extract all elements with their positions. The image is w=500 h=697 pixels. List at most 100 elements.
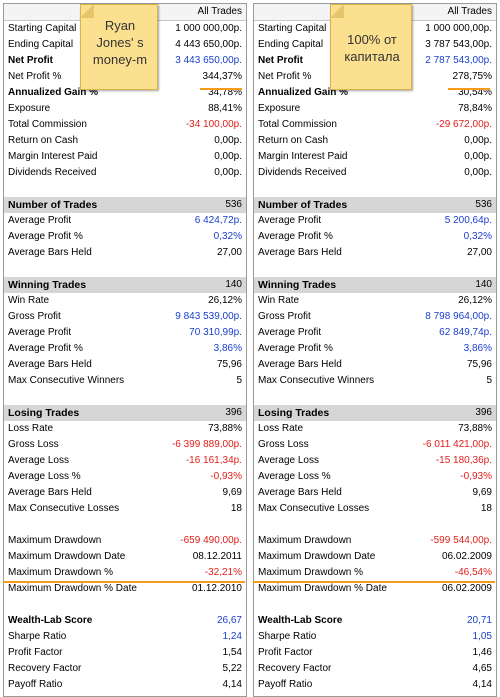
stat-value: 5,22 xyxy=(222,663,242,674)
stat-label: Average Profit xyxy=(258,215,322,226)
stat-label: Losing Trades xyxy=(258,407,330,419)
stat-label: Payoff Ratio xyxy=(258,679,313,690)
stat-label: Maximum Drawdown % xyxy=(8,567,114,578)
stat-label: Starting Capital xyxy=(8,23,77,34)
stat-row: Average Loss % -0,93% xyxy=(254,469,496,485)
stat-row: Loss Rate 73,88% xyxy=(4,421,246,437)
stat-row: Profit Factor 1,46 xyxy=(254,645,496,661)
stat-value: 0,00р. xyxy=(214,167,242,178)
stat-value: 140 xyxy=(475,279,492,290)
row-spacer xyxy=(4,389,246,405)
stat-label: Net Profit xyxy=(258,55,303,66)
stat-label: Return on Cash xyxy=(8,135,79,146)
stat-value: 3 443 650,00р. xyxy=(175,55,242,66)
stat-row: Return on Cash 0,00р. xyxy=(254,133,496,149)
stat-label: Total Commission xyxy=(258,119,337,130)
stat-row: Return on Cash 0,00р. xyxy=(4,133,246,149)
stat-label: Wealth-Lab Score xyxy=(8,615,93,626)
section-header-row: Losing Trades 396 xyxy=(4,405,246,421)
stat-value: 9,69 xyxy=(472,487,492,498)
stat-row: Wealth-Lab Score 20,71 xyxy=(254,613,496,629)
stat-label: Win Rate xyxy=(8,295,50,306)
stat-label: Average Bars Held xyxy=(258,487,342,498)
stat-value: 536 xyxy=(475,199,492,210)
stat-label: Number of Trades xyxy=(258,199,348,211)
stat-label: Average Profit % xyxy=(258,231,333,242)
stat-row: Exposure 78,84% xyxy=(254,101,496,117)
stat-value: 0,00р. xyxy=(464,167,492,178)
stat-row: Average Profit % 0,32% xyxy=(254,229,496,245)
stat-value: -659 490,00р. xyxy=(180,535,242,546)
stat-row: Maximum Drawdown % Date 06.02.2009 xyxy=(254,581,496,597)
stat-row: Profit Factor 1,54 xyxy=(4,645,246,661)
stat-value: 5 200,64р. xyxy=(444,215,492,226)
stat-label: Average Loss % xyxy=(258,471,331,482)
stat-row: Loss Rate 73,88% xyxy=(254,421,496,437)
stat-label: Max Consecutive Losses xyxy=(258,503,370,514)
left-performance-panel: All Trades Starting Capital 1 000 000,00р… xyxy=(3,3,247,697)
stat-value: 8 798 964,00р. xyxy=(425,311,492,322)
stat-row: Average Loss -15 180,36р. xyxy=(254,453,496,469)
stat-value: 34,78% xyxy=(208,87,242,98)
stat-row: Payoff Ratio 4,14 xyxy=(254,677,496,693)
stat-label: Maximum Drawdown Date xyxy=(258,551,376,562)
stat-value: 0,00р. xyxy=(214,151,242,162)
section-header-row: Winning Trades 140 xyxy=(254,277,496,293)
stat-row: Average Profit 62 849,74р. xyxy=(254,325,496,341)
stat-row: Average Profit 70 310,99р. xyxy=(4,325,246,341)
stat-value: 30,54% xyxy=(458,87,492,98)
stat-label: Losing Trades xyxy=(8,407,80,419)
stat-row: Max Consecutive Losses 18 xyxy=(254,501,496,517)
stat-label: Payoff Ratio xyxy=(8,679,63,690)
stat-row: Maximum Drawdown % -46,54% xyxy=(254,565,496,581)
stat-value: 18 xyxy=(230,503,242,514)
stat-label: Average Profit % xyxy=(8,343,83,354)
stat-value: 88,41% xyxy=(208,103,242,114)
stat-value: -29 672,00р. xyxy=(435,119,492,130)
stat-label: Sharpe Ratio xyxy=(8,631,67,642)
stat-value: 4,65 xyxy=(472,663,492,674)
stat-label: Maximum Drawdown xyxy=(258,535,352,546)
stat-label: Average Bars Held xyxy=(8,487,92,498)
stat-label: Sharpe Ratio xyxy=(258,631,317,642)
stat-value: 396 xyxy=(225,407,242,418)
stat-label: Exposure xyxy=(8,103,51,114)
max-drawdown-underline-left xyxy=(3,581,245,583)
stat-label: Gross Loss xyxy=(258,439,309,450)
stat-value: 75,96 xyxy=(216,359,242,370)
stat-value: 06.02.2009 xyxy=(441,583,492,594)
stat-label: Max Consecutive Winners xyxy=(258,375,375,386)
stat-label: Maximum Drawdown Date xyxy=(8,551,126,562)
stat-value: -0,93% xyxy=(460,471,492,482)
section-header-row: Losing Trades 396 xyxy=(254,405,496,421)
stat-value: 06.02.2009 xyxy=(441,551,492,562)
stat-label: Margin Interest Paid xyxy=(258,151,348,162)
stat-value: 01.12.2010 xyxy=(191,583,242,594)
stat-row: Gross Profit 8 798 964,00р. xyxy=(254,309,496,325)
stat-label: Starting Capital xyxy=(258,23,327,34)
stat-value: 27,00 xyxy=(466,247,492,258)
stat-row: Net Profit % 278,75% xyxy=(254,69,496,85)
stat-row: Maximum Drawdown -599 544,00р. xyxy=(254,533,496,549)
stat-label: Winning Trades xyxy=(8,279,87,291)
stat-row: Net Profit % 344,37% xyxy=(4,69,246,85)
stat-row: Maximum Drawdown % Date 01.12.2010 xyxy=(4,581,246,597)
stat-row: Average Profit % 3,86% xyxy=(4,341,246,357)
stat-label: Profit Factor xyxy=(8,647,63,658)
stat-label: Dividends Received xyxy=(258,167,347,178)
stat-row: Margin Interest Paid 0,00р. xyxy=(254,149,496,165)
sticky-note-text: Ryan Jones' s money-m xyxy=(92,18,148,67)
stat-row: Net Profit 2 787 543,00р. xyxy=(254,53,496,69)
stat-row: Maximum Drawdown -659 490,00р. xyxy=(4,533,246,549)
stat-label: Max Consecutive Winners xyxy=(8,375,125,386)
stat-value: 9,69 xyxy=(222,487,242,498)
stat-row: Max Consecutive Winners 5 xyxy=(254,373,496,389)
stat-label: Max Consecutive Losses xyxy=(8,503,120,514)
stat-label: Profit Factor xyxy=(258,647,313,658)
note-fold-icon xyxy=(80,4,94,18)
stat-label: Average Profit xyxy=(8,327,72,338)
stat-label: Average Bars Held xyxy=(8,359,92,370)
stat-row: Dividends Received 0,00р. xyxy=(254,165,496,181)
stat-value: 78,84% xyxy=(458,103,492,114)
stat-label: Average Loss % xyxy=(8,471,81,482)
